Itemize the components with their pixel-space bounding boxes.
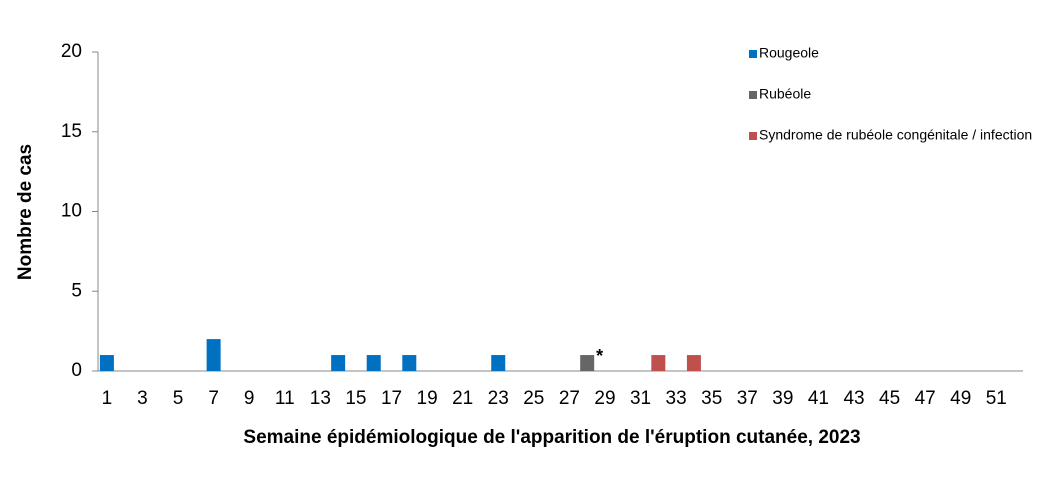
x-tick-label: 3 [137, 388, 148, 409]
y-tick-label: 10 [61, 201, 82, 222]
x-tick-label: 33 [666, 388, 687, 409]
legend-swatch [749, 50, 757, 58]
x-tick-label: 19 [417, 388, 438, 409]
x-tick-label: 47 [915, 388, 936, 409]
bar [206, 339, 221, 371]
x-tick-label: 25 [523, 388, 544, 409]
x-tick-label: 35 [701, 388, 722, 409]
legend-swatch [749, 132, 757, 140]
bar [402, 355, 417, 371]
y-axis-label: Nombre de cas [15, 144, 36, 280]
bar [491, 355, 506, 371]
x-tick-label: 29 [594, 388, 615, 409]
x-tick-label: 7 [208, 388, 219, 409]
annotation: * [596, 346, 603, 366]
x-tick-label: 37 [737, 388, 758, 409]
x-tick-label: 1 [102, 388, 113, 409]
y-tick-label: 0 [71, 360, 82, 381]
x-tick-label: 21 [452, 388, 473, 409]
x-axis-label: Semaine épidémiologique de l'apparition … [243, 427, 860, 448]
bar [580, 355, 595, 371]
x-tick-label: 27 [559, 388, 580, 409]
x-tick-label: 41 [808, 388, 829, 409]
x-tick-label: 39 [772, 388, 793, 409]
y-tick-label: 20 [61, 41, 82, 62]
x-tick-label: 17 [381, 388, 402, 409]
x-tick-label: 9 [244, 388, 255, 409]
x-tick-label: 13 [310, 388, 331, 409]
bar [366, 355, 381, 371]
legend-label: Syndrome de rubéole congénitale / infect… [759, 127, 1032, 143]
x-tick-label: 5 [173, 388, 184, 409]
y-tick-label: 15 [61, 121, 82, 142]
bar [99, 355, 114, 371]
x-tick-label: 11 [275, 388, 295, 409]
x-tick-label: 23 [488, 388, 509, 409]
x-tick-label: 51 [986, 388, 1007, 409]
legend-swatch [749, 91, 757, 99]
legend-label: Rubéole [759, 86, 811, 102]
bar [651, 355, 666, 371]
y-tick-label: 5 [71, 280, 82, 301]
bar [331, 355, 346, 371]
x-tick-label: 31 [630, 388, 651, 409]
x-tick-label: 45 [879, 388, 900, 409]
bar [686, 355, 701, 371]
x-tick-label: 43 [843, 388, 864, 409]
legend-label: Rougeole [759, 45, 819, 61]
x-tick-label: 49 [950, 388, 971, 409]
x-tick-label: 15 [345, 388, 366, 409]
